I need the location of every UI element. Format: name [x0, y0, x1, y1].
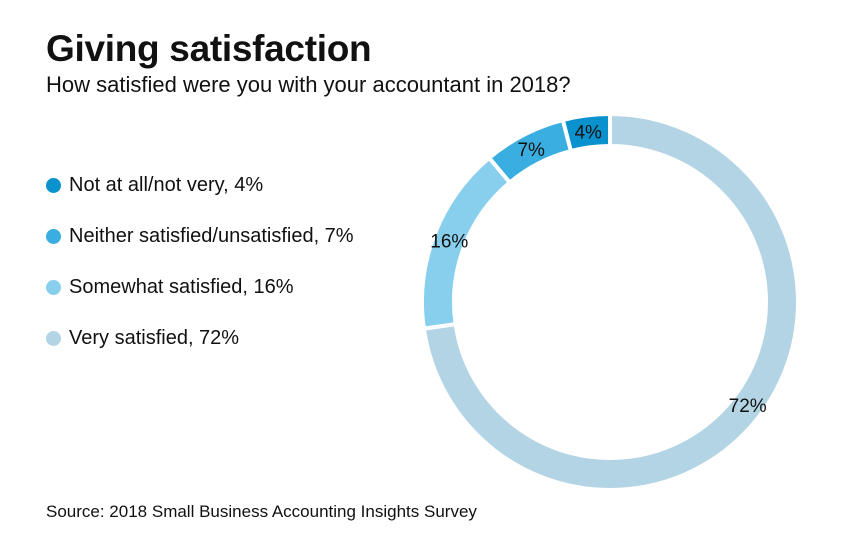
source-note: Source: 2018 Small Business Accounting I…	[46, 502, 477, 521]
legend-swatch	[46, 229, 61, 244]
legend-label: Not at all/not very, 4%	[69, 174, 264, 196]
legend-label: Neither satisfied/unsatisfied, 7%	[69, 225, 354, 247]
data-label: 72%	[729, 396, 767, 417]
data-label: 4%	[574, 122, 602, 143]
chart-title: Giving satisfaction	[46, 28, 372, 69]
legend-item: Somewhat satisfied, 16%	[46, 262, 354, 313]
legend-item: Very satisfied, 72%	[46, 313, 354, 364]
data-label: 7%	[517, 140, 545, 161]
chart-subtitle: How satisfied were you with your account…	[46, 72, 571, 97]
legend-swatch	[46, 178, 61, 193]
donut-slice	[421, 111, 800, 492]
legend-label: Somewhat satisfied, 16%	[69, 276, 294, 298]
legend: Not at all/not very, 4% Neither satisfied…	[46, 160, 354, 364]
legend-swatch	[46, 331, 61, 346]
legend-swatch	[46, 280, 61, 295]
legend-item: Neither satisfied/unsatisfied, 7%	[46, 211, 354, 262]
legend-item: Not at all/not very, 4%	[46, 160, 354, 211]
legend-label: Very satisfied, 72%	[69, 327, 240, 349]
data-label: 16%	[430, 232, 468, 253]
